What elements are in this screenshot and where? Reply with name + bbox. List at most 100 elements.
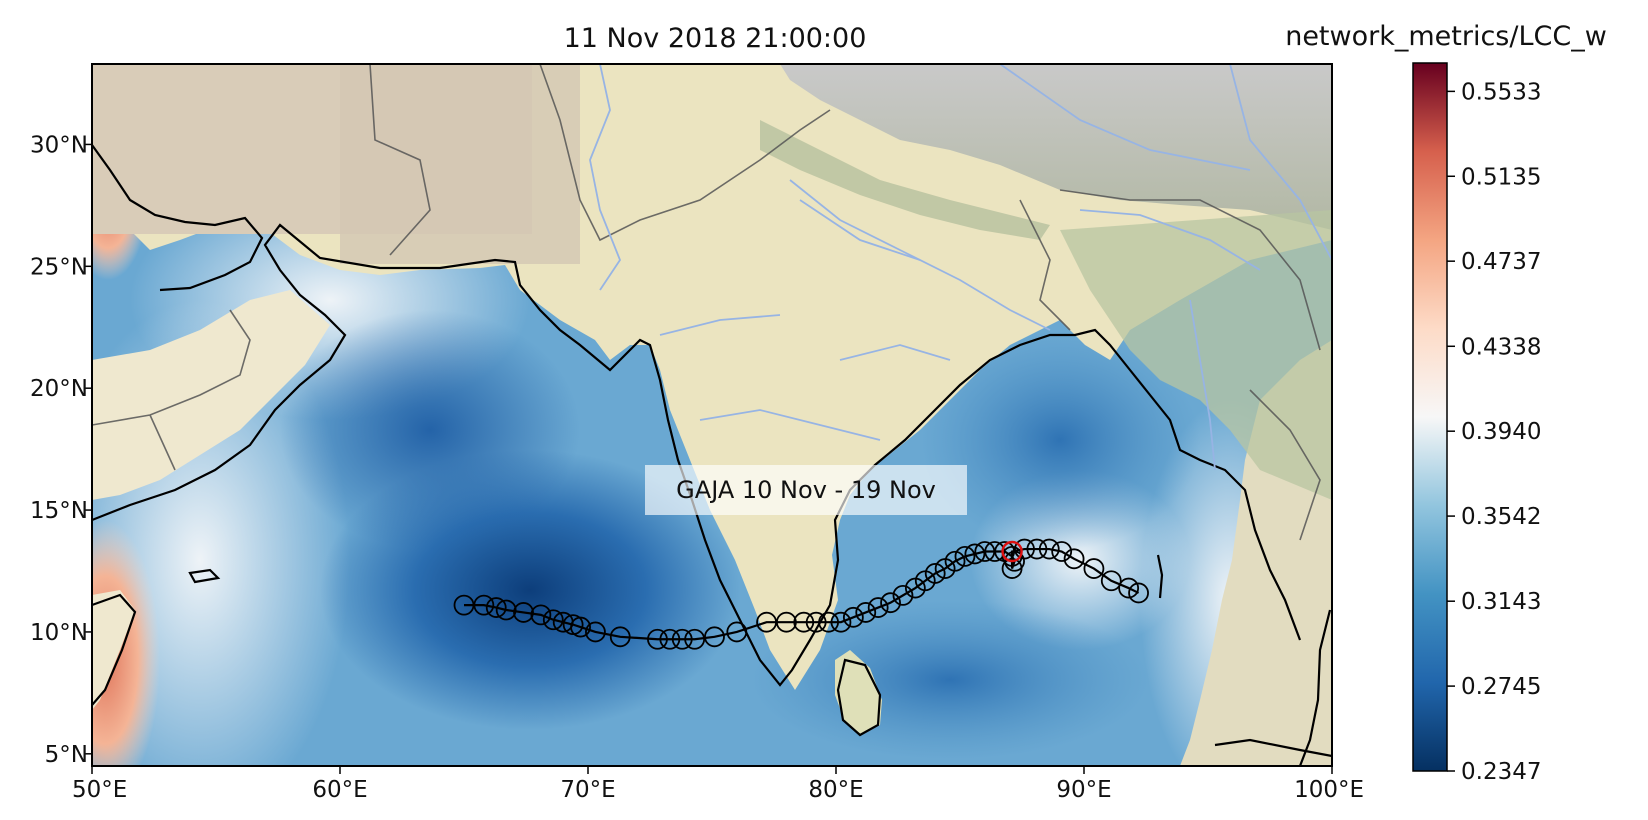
country-borders [92, 64, 1321, 541]
colorbar-tick-label: 0.3143 [1461, 589, 1541, 615]
track-point [1001, 558, 1023, 579]
x-tick-label: 80°E [808, 777, 863, 803]
border-myanmar [1059, 189, 1321, 351]
y-tick-label: 5°N [45, 742, 88, 768]
y-tick-label: 15°N [30, 498, 88, 524]
river-narmada [659, 314, 781, 336]
track-point [892, 584, 914, 606]
cyclone-track [453, 538, 1149, 650]
track-point [684, 628, 706, 650]
track-point [1100, 570, 1122, 592]
y-tick-label: 20°N [30, 376, 88, 402]
coastlines [92, 144, 1332, 766]
track-point [855, 602, 877, 623]
colorbar-title: network_metrics/LCC_w [1285, 21, 1607, 52]
coastline-gulf [92, 144, 264, 292]
track-point [880, 592, 901, 614]
y-tick-label: 30°N [30, 132, 88, 158]
track-point [609, 626, 631, 648]
river-godavari [699, 409, 881, 441]
track-point [513, 602, 534, 623]
track-point [530, 604, 552, 626]
y-axis: 5°N 10°N 15°N 20°N 25°N 30°N [30, 132, 92, 768]
border-india-pakistan [539, 64, 831, 242]
coastline-india [92, 223, 1302, 687]
track-point [585, 621, 606, 643]
river-mekong [1229, 64, 1332, 261]
track-point [704, 626, 725, 648]
y-tick-label: 10°N [30, 620, 88, 646]
track-point [1128, 582, 1149, 604]
colorbar-tick-label: 0.3542 [1461, 504, 1541, 530]
ocean-low-zone [280, 310, 580, 550]
border-bangladesh [1019, 199, 1071, 331]
map-panel: GAJA 10 Nov - 19 Nov [92, 64, 1332, 766]
river-yamuna [799, 199, 921, 261]
track-point [1051, 541, 1073, 562]
x-axis: 50°E 60°E 70°E 80°E 90°E 100°E [72, 766, 1364, 803]
land-desert [340, 64, 580, 264]
track-point [659, 628, 681, 650]
land-sri-lanka [835, 650, 882, 735]
land-east [92, 64, 1332, 766]
border-thailand [1249, 389, 1321, 541]
track-point [1063, 548, 1085, 570]
colorbar-tick-label: 0.3940 [1461, 419, 1541, 445]
x-tick-label: 60°E [312, 777, 367, 803]
rivers [589, 64, 1332, 471]
land-arabia [92, 290, 330, 500]
track-point [495, 599, 517, 621]
track-point [1026, 538, 1048, 560]
river-ganges [789, 179, 1051, 331]
annotation-box [645, 465, 967, 515]
colorbar-tick-label: 0.2745 [1461, 674, 1541, 700]
track-point [944, 550, 966, 572]
colorbar-tick-label: 0.4338 [1461, 334, 1541, 360]
track-point [867, 597, 889, 618]
y-tick-label: 25°N [30, 254, 88, 280]
track-point [776, 611, 797, 633]
track-point [542, 609, 564, 631]
x-tick-label: 90°E [1056, 777, 1111, 803]
track-point [647, 628, 668, 650]
track-point [924, 563, 946, 584]
river-brahmaputra [1079, 209, 1261, 271]
coastline-socotra [188, 568, 221, 584]
x-tick-label: 70°E [560, 777, 615, 803]
track-point [473, 594, 495, 616]
track-point [671, 628, 693, 650]
colorbar-tick-label: 0.4737 [1461, 249, 1541, 275]
river-indus [589, 64, 622, 291]
track-point [1083, 558, 1105, 579]
track-point [485, 597, 507, 618]
coastline-sumatra [1214, 738, 1332, 758]
map-title: 11 Nov 2018 21:00:00 [564, 23, 867, 54]
river-irrawaddy [1189, 299, 1216, 471]
land-southeast-asia [1060, 210, 1332, 500]
land-africa [92, 590, 135, 710]
track-point [1118, 577, 1140, 599]
ocean-low-zone [920, 330, 1200, 550]
ocean-high-zone [92, 520, 160, 766]
annotation-label: GAJA 10 Nov - 19 Nov [676, 476, 936, 504]
track-point [964, 543, 986, 565]
land-foothills [760, 120, 1050, 240]
river-tsangpo [999, 64, 1251, 171]
track-point [842, 606, 864, 628]
map-frame [91, 63, 1333, 767]
track-point [805, 611, 827, 633]
coastline-sri-lanka [836, 658, 882, 737]
land-tibet [780, 64, 1332, 230]
colorbar-tick-label: 0.2347 [1461, 759, 1541, 785]
track-point [1038, 538, 1060, 560]
colorbar [1412, 62, 1448, 772]
colorbar-ticks: 0.2347 0.2745 0.3143 0.3542 0.3940 0.4338 0.47… [1447, 79, 1541, 785]
border-iran-pakistan [369, 64, 431, 256]
track-point [818, 611, 839, 633]
track-point [726, 621, 748, 643]
colorbar-tick-label: 0.5533 [1461, 79, 1541, 105]
x-tick-label: 100°E [1294, 777, 1364, 803]
coastline-africa [92, 593, 137, 706]
coastline-malay [1298, 609, 1332, 766]
